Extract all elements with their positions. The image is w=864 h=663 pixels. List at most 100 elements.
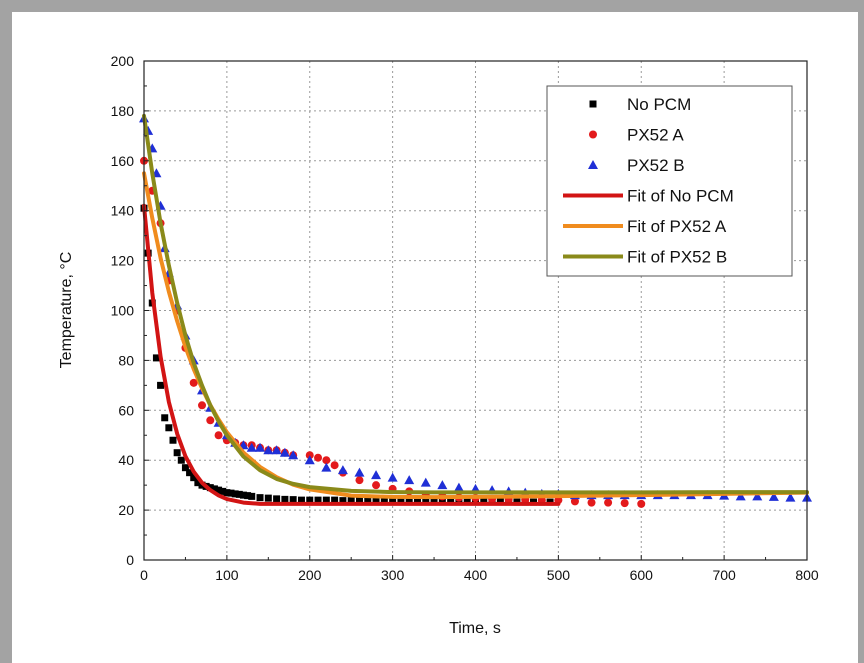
y-tick-label: 40 — [118, 452, 134, 468]
data-point — [480, 498, 488, 506]
x-tick-label: 100 — [215, 567, 239, 583]
legend-item-px52-a: PX52 A — [589, 126, 684, 145]
y-axis-label: Temperature, °C — [58, 252, 75, 369]
data-point — [165, 424, 173, 432]
data-point — [387, 472, 398, 482]
x-tick-label: 200 — [298, 567, 322, 583]
legend-box — [546, 85, 793, 277]
x-tick-label: 0 — [140, 567, 148, 583]
legend-label: Fit of PX52 B — [627, 248, 727, 267]
data-point — [194, 479, 202, 487]
data-point — [372, 497, 380, 505]
data-point — [354, 467, 365, 477]
data-point — [637, 499, 646, 508]
y-tick-label: 160 — [111, 153, 135, 169]
data-point — [355, 476, 364, 485]
y-tick-label: 200 — [111, 53, 135, 69]
data-point — [422, 497, 430, 505]
data-point — [255, 442, 266, 452]
series-line-fit-of-px52-b — [142, 113, 809, 495]
data-point — [438, 498, 446, 506]
y-tick-label: 0 — [126, 552, 134, 568]
data-point — [463, 498, 471, 506]
data-point — [604, 498, 613, 507]
data-point — [413, 497, 421, 505]
data-point — [169, 436, 177, 444]
data-point — [304, 455, 315, 465]
data-point — [322, 496, 330, 504]
legend-item-fit-of-px52-b: Fit of PX52 B — [563, 248, 727, 267]
x-tick-label: 600 — [630, 567, 654, 583]
data-point — [785, 492, 796, 502]
x-tick-label: 300 — [381, 567, 405, 583]
data-point — [372, 481, 381, 490]
series-line-fit-of-no-pcm — [142, 203, 561, 506]
data-point — [364, 497, 372, 505]
data-point — [347, 497, 355, 505]
legend-item-fit-of-px52-a: Fit of PX52 A — [563, 217, 727, 236]
data-point — [289, 496, 297, 504]
data-point — [161, 414, 169, 422]
data-point — [768, 491, 779, 501]
legend: No PCM PX52 A PX52 B Fit of No PCM Fit of PX… — [546, 85, 793, 277]
data-point — [279, 447, 290, 457]
data-point — [227, 489, 235, 497]
axes: 0 100 200 300 400 500 600 700 800 0 20 40 60 80 100 120… — [111, 53, 819, 583]
data-point — [371, 470, 382, 480]
data-point — [620, 499, 629, 508]
data-point — [752, 491, 763, 501]
data-point — [330, 461, 339, 470]
y-tick-label: 120 — [111, 253, 135, 269]
data-point — [214, 431, 223, 440]
y-tick-label: 20 — [118, 502, 134, 518]
x-axis-label: Time, s — [449, 620, 501, 637]
data-point — [206, 416, 215, 425]
x-tick-label: 700 — [712, 567, 736, 583]
data-point — [231, 490, 239, 498]
data-point — [337, 465, 348, 475]
data-point — [256, 494, 264, 502]
data-point — [190, 474, 198, 482]
data-point — [735, 491, 746, 501]
y-tick-label: 100 — [111, 303, 135, 319]
legend-item-no-pcm: No PCM — [589, 95, 691, 114]
data-point — [246, 442, 257, 452]
data-point — [453, 482, 464, 492]
data-point — [447, 498, 455, 506]
data-point — [437, 480, 448, 490]
data-point — [271, 445, 282, 455]
x-tick-label: 400 — [464, 567, 488, 583]
data-point — [389, 497, 397, 505]
data-point — [157, 381, 165, 389]
y-tick-label: 60 — [118, 402, 134, 418]
data-point — [306, 496, 314, 504]
y-tick-label: 80 — [118, 352, 134, 368]
data-point — [331, 496, 339, 504]
plot-area — [139, 113, 812, 508]
data-point — [314, 496, 322, 504]
legend-label: Fit of PX52 A — [627, 217, 727, 236]
data-point — [322, 456, 331, 465]
data-point — [297, 496, 305, 504]
data-point — [404, 475, 415, 485]
data-point — [173, 449, 181, 457]
data-point — [210, 485, 218, 493]
data-point — [177, 456, 185, 464]
data-point — [405, 497, 413, 505]
legend-label: PX52 A — [627, 126, 684, 145]
data-point — [186, 469, 194, 477]
legend-item-px52-b: PX52 B — [588, 156, 685, 175]
data-point — [380, 497, 388, 505]
data-point — [570, 497, 579, 506]
series-no-pcm — [140, 204, 554, 506]
legend-label: No PCM — [627, 95, 691, 114]
data-point — [288, 450, 299, 460]
data-point — [198, 401, 207, 410]
y-tick-label: 140 — [111, 203, 135, 219]
series-line-fit-of-px52-a — [142, 171, 809, 500]
data-point — [587, 498, 596, 507]
data-point — [430, 497, 438, 505]
data-point — [181, 464, 189, 472]
data-point — [339, 497, 347, 505]
